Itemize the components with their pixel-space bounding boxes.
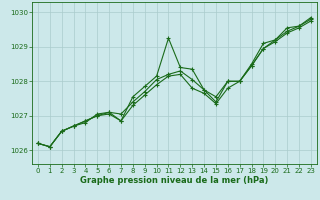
- X-axis label: Graphe pression niveau de la mer (hPa): Graphe pression niveau de la mer (hPa): [80, 176, 268, 185]
